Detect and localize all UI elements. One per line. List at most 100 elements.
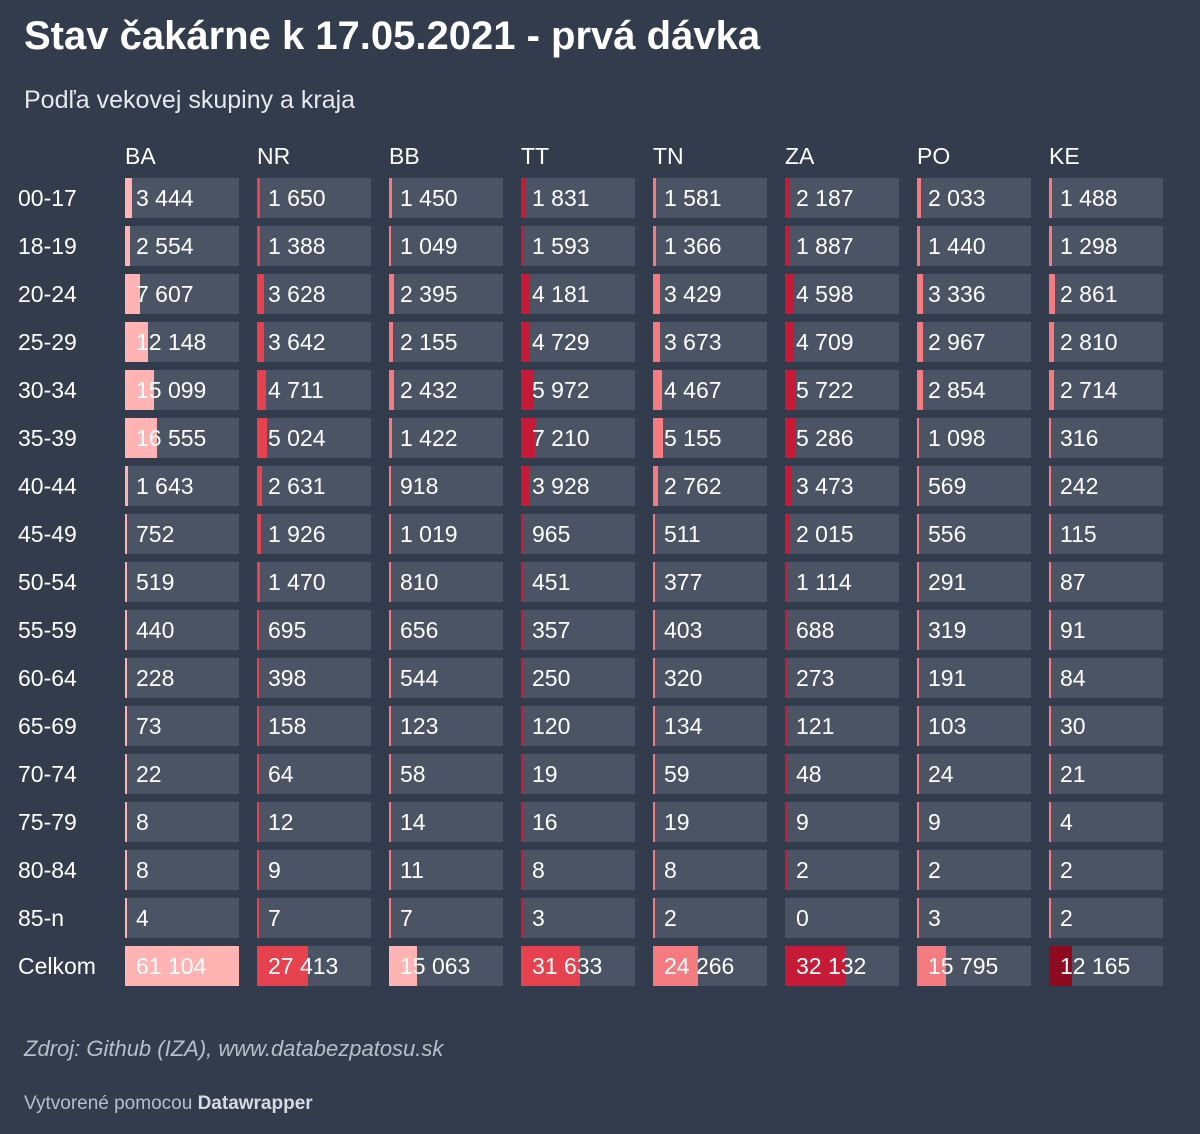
row-label: 00-17 bbox=[18, 184, 77, 211]
table-cell: 4 467 bbox=[653, 366, 785, 414]
cell-box: 15 063 bbox=[389, 946, 503, 986]
value-bar bbox=[917, 658, 919, 698]
cell-box: 1 650 bbox=[257, 178, 371, 218]
cell-value: 556 bbox=[928, 521, 967, 547]
cell-value: 319 bbox=[928, 617, 967, 643]
value-bar bbox=[917, 610, 919, 650]
cell-value: 2 554 bbox=[136, 233, 194, 259]
value-bar bbox=[1049, 946, 1072, 986]
value-bar bbox=[1049, 178, 1052, 218]
table-cell: 1 643 bbox=[125, 462, 257, 510]
table-cell: 556 bbox=[917, 510, 1049, 558]
cell-box: 3 642 bbox=[257, 322, 371, 362]
value-bar bbox=[521, 658, 523, 698]
value-bar bbox=[1049, 898, 1051, 938]
value-bar bbox=[653, 418, 663, 458]
value-bar bbox=[785, 178, 789, 218]
value-bar bbox=[521, 802, 523, 842]
column-header-bb: BB bbox=[389, 142, 420, 169]
table-cell: 8 bbox=[653, 846, 785, 894]
cell-value: 2 432 bbox=[400, 377, 458, 403]
table-cell: 7 bbox=[389, 894, 521, 942]
cell-box: 965 bbox=[521, 514, 635, 554]
cell-value: 569 bbox=[928, 473, 967, 499]
value-bar bbox=[125, 658, 127, 698]
value-bar bbox=[1049, 274, 1055, 314]
table-cell: 291 bbox=[917, 558, 1049, 606]
value-bar bbox=[521, 274, 529, 314]
value-bar bbox=[257, 658, 259, 698]
cell-box: 5 722 bbox=[785, 370, 899, 410]
table-cell: 1 593 bbox=[521, 222, 653, 270]
cell-value: 3 642 bbox=[268, 329, 326, 355]
value-bar bbox=[1049, 562, 1051, 602]
value-bar bbox=[125, 754, 127, 794]
value-bar bbox=[653, 802, 655, 842]
table-cell: 2 810 bbox=[1049, 318, 1181, 366]
cell-box: 1 887 bbox=[785, 226, 899, 266]
cell-box: 519 bbox=[125, 562, 239, 602]
cell-value: 440 bbox=[136, 617, 175, 643]
table-cell: 1 488 bbox=[1049, 174, 1181, 222]
value-bar bbox=[521, 754, 523, 794]
table-cell: 0 bbox=[785, 894, 917, 942]
value-bar bbox=[389, 514, 391, 554]
cell-box: 1 581 bbox=[653, 178, 767, 218]
table-cell: 1 019 bbox=[389, 510, 521, 558]
table-cell: 115 bbox=[1049, 510, 1181, 558]
cell-value: 12 148 bbox=[136, 329, 207, 355]
cell-box: 3 bbox=[521, 898, 635, 938]
value-bar bbox=[257, 850, 259, 890]
value-bar bbox=[125, 898, 127, 938]
value-bar bbox=[1049, 322, 1054, 362]
table-cell: 965 bbox=[521, 510, 653, 558]
cell-value: 5 286 bbox=[796, 425, 854, 451]
value-bar bbox=[917, 322, 923, 362]
table-cell: 377 bbox=[653, 558, 785, 606]
cell-box: 4 709 bbox=[785, 322, 899, 362]
cell-value: 91 bbox=[1060, 617, 1086, 643]
value-bar bbox=[389, 610, 391, 650]
cell-box: 511 bbox=[653, 514, 767, 554]
table-cell: 228 bbox=[125, 654, 257, 702]
table-cell: 1 650 bbox=[257, 174, 389, 222]
datawrapper-link[interactable]: Datawrapper bbox=[197, 1093, 313, 1114]
table-cell: 1 388 bbox=[257, 222, 389, 270]
cell-value: 16 bbox=[532, 809, 558, 835]
value-bar bbox=[653, 514, 655, 554]
table-cell: 2 631 bbox=[257, 462, 389, 510]
row-label: 65-69 bbox=[18, 712, 77, 739]
cell-value: 27 413 bbox=[268, 953, 339, 979]
value-bar bbox=[917, 898, 919, 938]
cell-value: 12 bbox=[268, 809, 294, 835]
cell-box: 569 bbox=[917, 466, 1031, 506]
header-corner bbox=[18, 138, 125, 174]
table-cell: 3 642 bbox=[257, 318, 389, 366]
cell-value: 2 762 bbox=[664, 473, 722, 499]
cell-box: 15 795 bbox=[917, 946, 1031, 986]
table-cell: 103 bbox=[917, 702, 1049, 750]
cell-box: 2 554 bbox=[125, 226, 239, 266]
value-bar bbox=[389, 178, 392, 218]
cell-box: 19 bbox=[653, 802, 767, 842]
cell-box: 5 972 bbox=[521, 370, 635, 410]
cell-value: 3 673 bbox=[664, 329, 722, 355]
table-cell: 8 bbox=[125, 798, 257, 846]
table-row: 18-19 2 554 1 388 1 049 1 593 1 366 1 887 1 440… bbox=[18, 222, 1181, 270]
table-cell: 16 bbox=[521, 798, 653, 846]
cell-value: 73 bbox=[136, 713, 162, 739]
table-cell: 316 bbox=[1049, 414, 1181, 462]
value-bar bbox=[653, 178, 656, 218]
cell-value: 158 bbox=[268, 713, 307, 739]
value-bar bbox=[785, 706, 787, 746]
cell-value: 9 bbox=[928, 809, 941, 835]
cell-box: 3 bbox=[917, 898, 1031, 938]
cell-box: 3 429 bbox=[653, 274, 767, 314]
cell-value: 403 bbox=[664, 617, 703, 643]
table-cell: 191 bbox=[917, 654, 1049, 702]
cell-value: 7 210 bbox=[532, 425, 590, 451]
row-label: 80-84 bbox=[18, 856, 77, 883]
value-bar bbox=[653, 226, 656, 266]
cell-box: 556 bbox=[917, 514, 1031, 554]
cell-value: 1 650 bbox=[268, 185, 326, 211]
